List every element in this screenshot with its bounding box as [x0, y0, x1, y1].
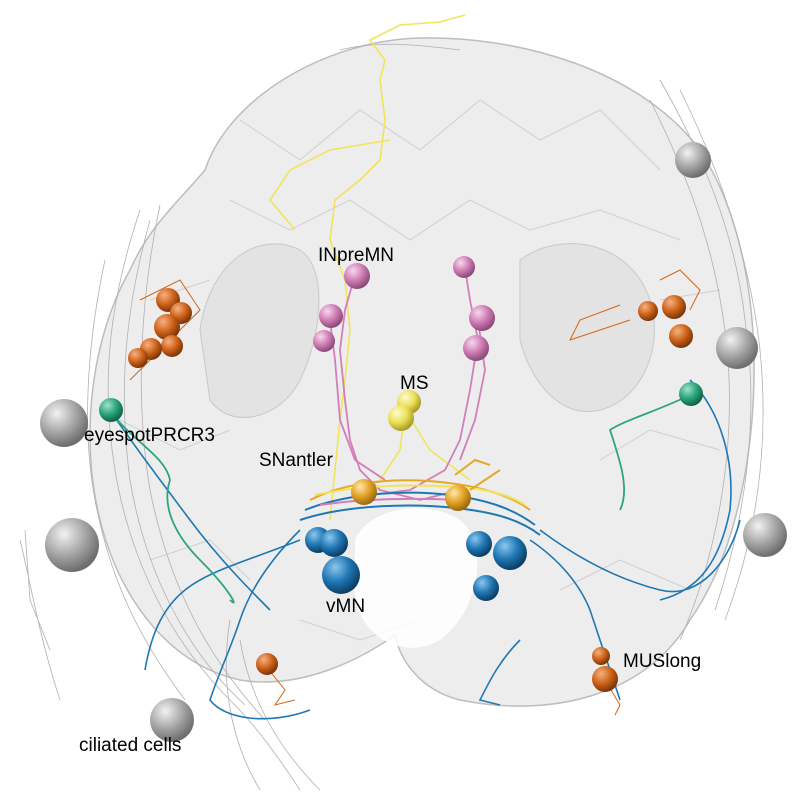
sphere-icon	[388, 405, 414, 431]
body-mesh-lines	[119, 99, 721, 641]
sphere-icon	[344, 263, 370, 289]
sphere-icon	[319, 304, 343, 328]
sphere-icon	[351, 479, 377, 505]
muslong-cells	[128, 288, 693, 692]
sphere-icon	[469, 305, 495, 331]
larva-body-mesh	[89, 37, 755, 707]
sphere-icon	[320, 529, 348, 557]
sphere-icon	[161, 335, 183, 357]
central-hollow	[355, 508, 478, 648]
gray-neurites	[19, 43, 764, 791]
sphere-icon	[675, 142, 711, 178]
sphere-icon	[445, 485, 471, 511]
label-ms: MS	[400, 373, 429, 394]
label-vmn: vMN	[326, 596, 365, 617]
sphere-icon	[313, 330, 335, 352]
eyespot-neurites	[109, 394, 691, 604]
label-eyespotprcr3: eyespotPRCR3	[84, 425, 215, 446]
sphere-icon	[679, 382, 703, 406]
inpremn-neurites	[329, 267, 486, 501]
sphere-icon	[716, 327, 758, 369]
sphere-icon	[473, 575, 499, 601]
muslong-neurites	[129, 269, 701, 716]
sphere-icon	[453, 256, 475, 278]
vmn-cells	[305, 527, 527, 601]
sphere-icon	[256, 653, 278, 675]
ms-cells	[388, 390, 421, 431]
label-snantler: SNantler	[259, 450, 334, 471]
sphere-icon	[150, 698, 194, 742]
labels: INpreMN MS SNantler eyespotPRCR3 vMN MUS…	[79, 245, 701, 756]
sphere-icon	[99, 398, 123, 422]
sphere-icon	[322, 556, 360, 594]
sphere-icon	[743, 513, 787, 557]
sphere-icon	[128, 348, 148, 368]
sphere-icon	[463, 335, 489, 361]
sphere-icon	[592, 666, 618, 692]
sphere-icon	[40, 399, 88, 447]
eyespot-cells	[99, 382, 703, 422]
sphere-icon	[592, 647, 610, 665]
sphere-icon	[466, 531, 492, 557]
sphere-icon	[493, 536, 527, 570]
sphere-icon	[638, 301, 658, 321]
ciliated-cells	[40, 142, 787, 742]
sphere-icon	[669, 324, 693, 348]
body-outline	[89, 37, 755, 707]
label-ciliated-cells: ciliated cells	[79, 735, 181, 756]
sphere-icon	[154, 314, 180, 340]
body-inner-lobe-left	[199, 243, 320, 418]
vmn-neurites	[109, 379, 741, 720]
snantler-cells	[351, 479, 471, 511]
inpremn-cells	[313, 256, 495, 361]
sphere-icon	[662, 295, 686, 319]
sphere-icon	[45, 518, 99, 572]
label-inpremn: INpreMN	[318, 245, 394, 266]
body-inner-lobe-right	[519, 243, 655, 412]
label-muslong: MUSlong	[623, 651, 701, 672]
